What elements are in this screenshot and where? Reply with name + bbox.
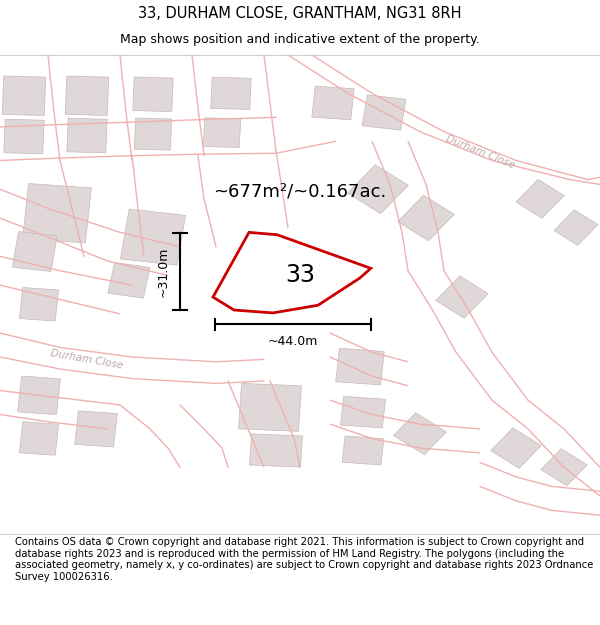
Bar bbox=[336, 348, 384, 385]
Bar bbox=[19, 288, 59, 321]
Bar bbox=[13, 232, 57, 271]
Text: ~677m²/~0.167ac.: ~677m²/~0.167ac. bbox=[214, 182, 386, 201]
Bar bbox=[491, 428, 541, 468]
Text: ~31.0m: ~31.0m bbox=[156, 246, 169, 297]
Bar bbox=[17, 376, 61, 414]
Bar bbox=[554, 210, 598, 246]
Text: Durham Close: Durham Close bbox=[444, 133, 516, 170]
Bar bbox=[541, 449, 587, 486]
Bar bbox=[516, 179, 564, 218]
Bar bbox=[19, 422, 59, 455]
Text: Contains OS data © Crown copyright and database right 2021. This information is : Contains OS data © Crown copyright and d… bbox=[15, 537, 593, 582]
Bar bbox=[250, 434, 302, 467]
Text: Durham Close: Durham Close bbox=[50, 348, 124, 371]
Bar bbox=[134, 118, 172, 150]
Bar bbox=[108, 262, 150, 298]
Bar bbox=[133, 77, 173, 112]
Bar bbox=[240, 242, 318, 304]
Bar bbox=[312, 86, 354, 120]
Bar bbox=[67, 118, 107, 153]
Bar bbox=[2, 76, 46, 116]
Polygon shape bbox=[213, 232, 371, 313]
Bar bbox=[239, 383, 301, 431]
Bar bbox=[436, 276, 488, 318]
Bar bbox=[342, 436, 384, 465]
Text: 33, DURHAM CLOSE, GRANTHAM, NG31 8RH: 33, DURHAM CLOSE, GRANTHAM, NG31 8RH bbox=[138, 6, 462, 21]
Bar bbox=[398, 195, 454, 241]
Bar bbox=[23, 184, 91, 243]
Bar bbox=[121, 209, 185, 265]
Bar bbox=[203, 118, 241, 148]
Bar bbox=[65, 76, 109, 116]
Text: Map shows position and indicative extent of the property.: Map shows position and indicative extent… bbox=[120, 33, 480, 46]
Bar bbox=[211, 78, 251, 109]
Bar bbox=[75, 411, 117, 447]
Bar bbox=[347, 165, 409, 214]
Text: 33: 33 bbox=[285, 262, 315, 286]
Bar bbox=[341, 396, 385, 428]
Bar bbox=[362, 95, 406, 130]
Bar bbox=[4, 119, 44, 154]
Text: ~44.0m: ~44.0m bbox=[268, 335, 318, 348]
Bar bbox=[394, 412, 446, 454]
